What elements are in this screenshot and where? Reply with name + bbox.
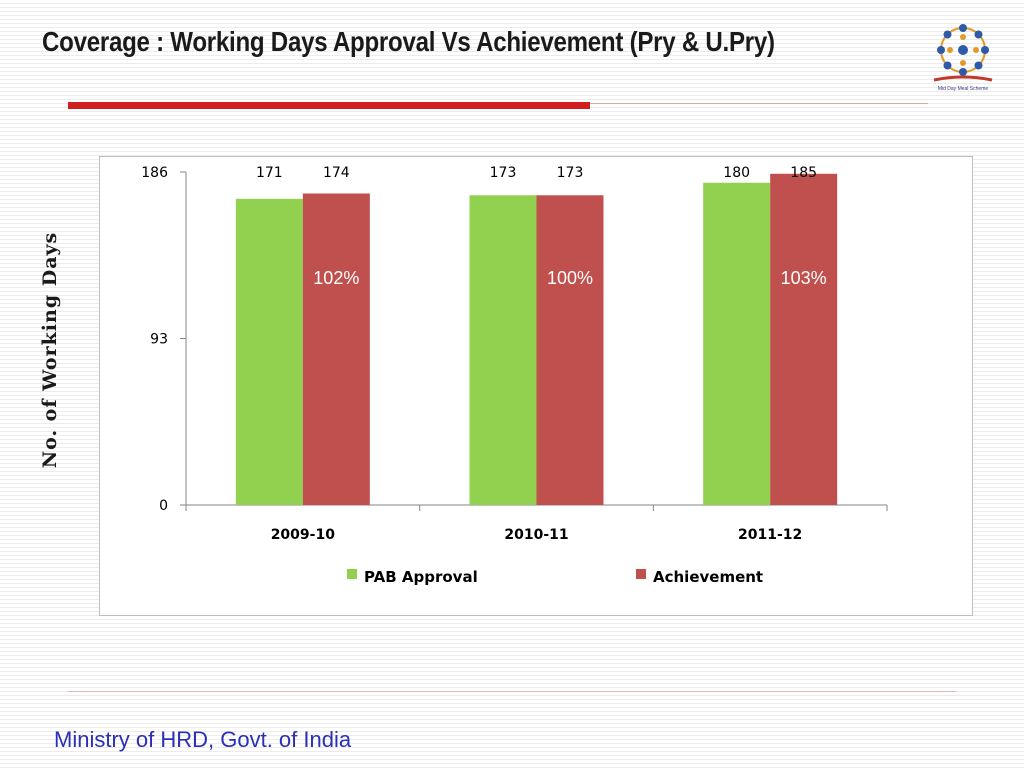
percent-label: 102% xyxy=(313,268,359,288)
footer-text: Ministry of HRD, Govt. of India xyxy=(54,727,352,752)
legend-swatch xyxy=(636,569,646,579)
x-tick-label: 2011-12 xyxy=(738,527,802,543)
legend-label: Achievement xyxy=(653,568,763,586)
bar-value-label: 174 xyxy=(323,165,350,181)
bar-value-label: 171 xyxy=(256,165,283,181)
x-tick-label: 2010-11 xyxy=(504,527,568,543)
percent-label: 100% xyxy=(547,268,593,288)
bar-value-label: 173 xyxy=(490,165,517,181)
bar-achievement xyxy=(536,195,604,505)
mid-day-meal-logo-icon xyxy=(933,24,993,82)
title-underline-thin xyxy=(590,103,928,104)
bar-achievement xyxy=(302,193,370,505)
slide-title: Coverage : Working Days Approval Vs Achi… xyxy=(42,26,775,57)
x-tick-label: 2009-10 xyxy=(271,527,336,543)
bar-pab-approval xyxy=(469,195,537,505)
percent-label: 103% xyxy=(781,268,827,288)
bar-value-label: 173 xyxy=(557,165,584,181)
y-tick-label: 186 xyxy=(141,165,168,181)
title-underline-red xyxy=(68,102,590,109)
bar-achievement xyxy=(770,173,838,505)
bar-pab-approval xyxy=(703,182,771,505)
y-tick-label: 93 xyxy=(150,332,168,348)
legend-label: PAB Approval xyxy=(364,568,478,586)
logo-caption: Mid Day Meal Scheme xyxy=(937,86,989,92)
bar-value-label: 180 xyxy=(723,165,750,181)
bar-value-label: 185 xyxy=(790,165,817,181)
legend-swatch xyxy=(347,569,357,579)
bar-pab-approval xyxy=(235,198,303,505)
y-tick-label: 0 xyxy=(159,498,168,514)
footer-rule xyxy=(68,691,956,692)
